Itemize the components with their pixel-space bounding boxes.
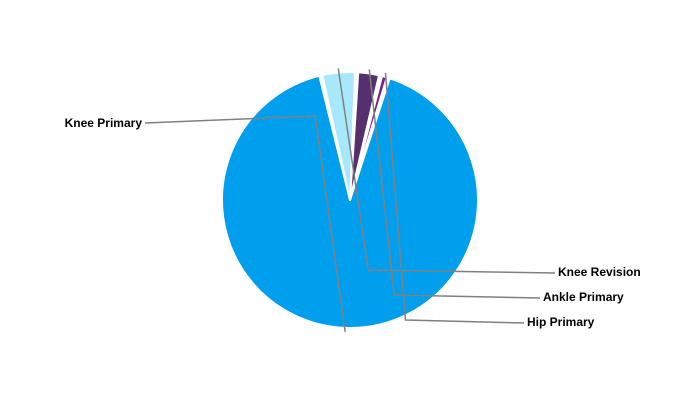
slice-label-knee-primary: Knee Primary (65, 116, 143, 130)
slice-label-hip-primary: Hip Primary (527, 315, 595, 329)
leader-line-knee-revision (337, 68, 556, 274)
slices-layer (221, 71, 479, 329)
leader-line-hip-primary (384, 72, 525, 324)
leader-lines-layer (144, 68, 556, 333)
slice-label-ankle-primary: Ankle Primary (543, 290, 624, 304)
leader-line-knee-primary (144, 115, 346, 333)
leader-line-ankle-primary (368, 69, 541, 299)
slice-label-knee-revision: Knee Revision (558, 265, 641, 279)
pie-slice-hip-primary (349, 75, 388, 201)
labels-layer: Knee Primary Knee Revision Ankle Primary Hi… (65, 116, 641, 329)
